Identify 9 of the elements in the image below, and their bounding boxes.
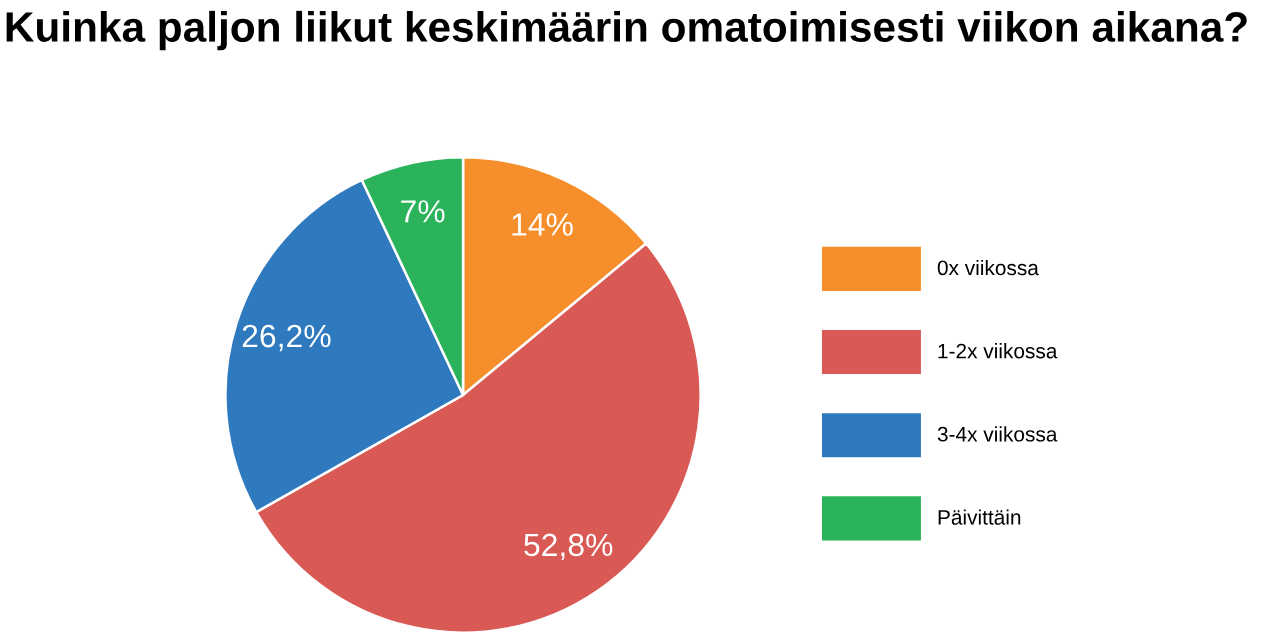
legend-label: 1-2x viikossa — [938, 343, 1058, 359]
data-label: 14% — [512, 213, 573, 236]
legend-label: Päivittäin — [938, 509, 1021, 525]
chart-title: Kuinka paljon liikut keskimäärin omatoimisesti viikon aikana? — [6, 10, 1247, 51]
data-label: 26,2% — [242, 324, 331, 352]
data-label: 7% — [401, 200, 445, 223]
legend-label: 3-4x viikossa — [937, 426, 1058, 442]
data-label: 52,8% — [524, 533, 613, 560]
legend-label: 0x viikossa — [937, 259, 1039, 276]
